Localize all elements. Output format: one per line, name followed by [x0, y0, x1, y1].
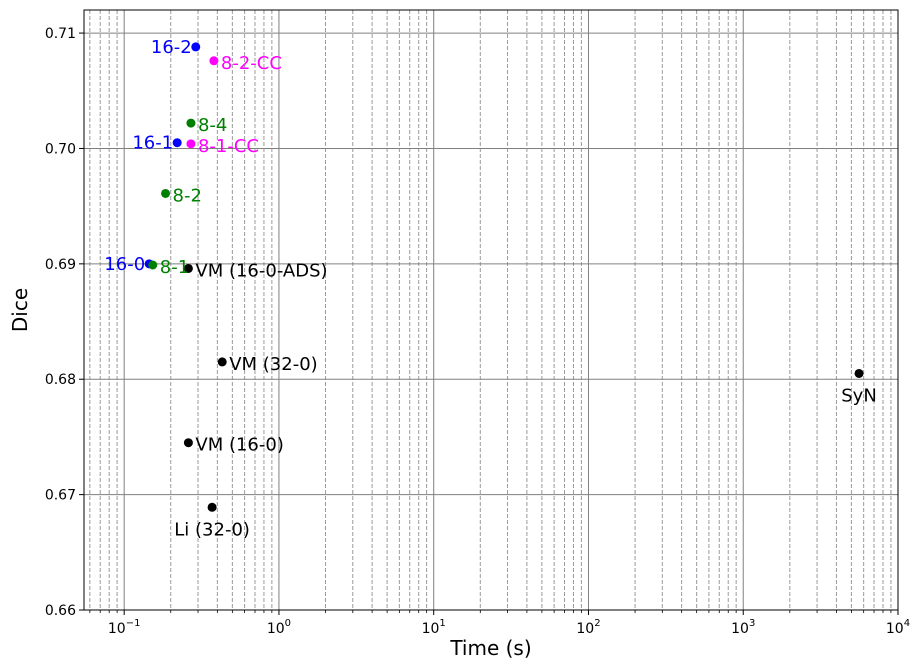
- point-label: VM (32-0): [229, 354, 317, 375]
- x-tick-label: 101: [422, 618, 446, 637]
- point-label: 16-2: [151, 37, 192, 58]
- data-point: [172, 138, 182, 148]
- data-points: [144, 42, 864, 512]
- point-label: 8-1-CC: [198, 136, 259, 157]
- data-point: [186, 139, 196, 149]
- y-tick-label: 0.67: [45, 488, 76, 504]
- point-label: 8-4: [198, 115, 227, 136]
- point-label: 16-1: [132, 133, 173, 154]
- data-point: [207, 502, 217, 512]
- point-label: VM (16-0): [195, 435, 283, 456]
- data-point: [186, 118, 196, 128]
- y-tick-label: 0.68: [45, 372, 76, 388]
- y-axis-label: Dice: [8, 288, 32, 332]
- point-label: 8-2: [173, 185, 202, 206]
- x-tick-label: 100: [267, 618, 291, 637]
- x-tick-label: 10−1: [108, 618, 141, 637]
- y-tick-label: 0.71: [45, 26, 76, 42]
- x-tick-label: 102: [576, 618, 600, 637]
- data-point: [854, 368, 864, 378]
- y-tick-label: 0.70: [45, 141, 76, 157]
- plot-frame: [83, 9, 899, 611]
- y-tick-label: 0.69: [45, 257, 76, 273]
- data-point: [183, 438, 193, 448]
- y-tick-label: 0.66: [45, 603, 76, 619]
- data-point: [161, 188, 171, 198]
- data-point: [217, 357, 227, 367]
- x-axis-label: Time (s): [449, 636, 531, 660]
- point-label: 8-1: [160, 257, 189, 278]
- x-tick-label: 103: [731, 618, 755, 637]
- data-point: [148, 260, 158, 270]
- data-point: [209, 56, 219, 66]
- point-label: 16-0: [104, 254, 145, 275]
- point-labels: 16-2 8-2-CC 8-4 16-1 8-1-CC 8-2 16-0 8-1 VM (16-…: [104, 37, 877, 540]
- point-label: 8-2-CC: [221, 53, 282, 74]
- x-tick-label: 104: [886, 618, 910, 637]
- data-point: [191, 42, 201, 52]
- axes: 10−1 100 101 102 103 104 0.66 0.67 0.68 0.69 0.70 0…: [45, 9, 910, 637]
- point-label: VM (16-0-ADS): [195, 260, 327, 281]
- data-point: [183, 263, 193, 273]
- point-label: Li (32-0): [174, 519, 250, 540]
- point-label: SyN: [841, 385, 877, 406]
